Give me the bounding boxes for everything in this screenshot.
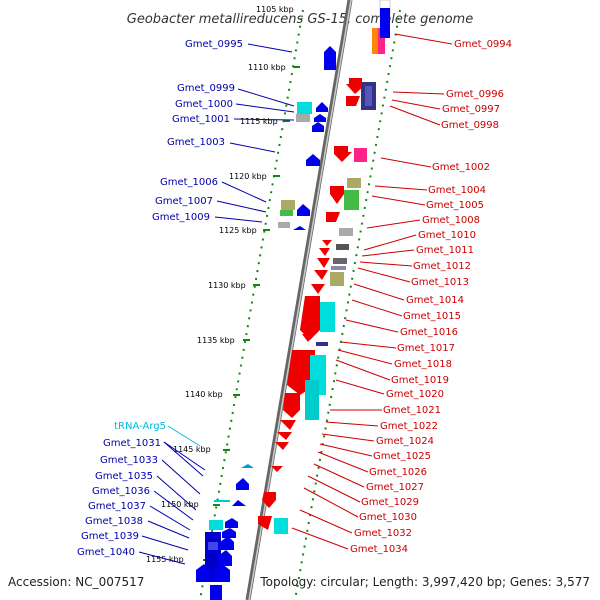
tick-label: 1150 kbp [161, 500, 199, 509]
gene-label[interactable]: Gmet_1001 [172, 114, 230, 125]
gene-label[interactable]: Gmet_1036 [92, 486, 150, 497]
tick-label: 1105 kbp [256, 5, 294, 14]
gene-label[interactable]: Gmet_0997 [442, 104, 500, 115]
tick-label: 1135 kbp [197, 336, 235, 345]
gene-label[interactable]: Gmet_1017 [397, 343, 455, 354]
gene-label[interactable]: Gmet_1026 [369, 467, 427, 478]
gene-label[interactable]: Gmet_1007 [155, 196, 213, 207]
gene-label[interactable]: Gmet_1033 [100, 455, 158, 466]
gene-label[interactable]: Gmet_1032 [354, 528, 412, 539]
gene-label[interactable]: Gmet_1002 [432, 162, 490, 173]
gene-label[interactable]: Gmet_1019 [391, 375, 449, 386]
gene-label[interactable]: Gmet_1016 [400, 327, 458, 338]
left-connectors [138, 43, 295, 565]
right-gene-labels: Gmet_0994 Gmet_0996 Gmet_0997 Gmet_0998 … [350, 39, 512, 555]
gene-label[interactable]: Gmet_1011 [416, 245, 474, 256]
trna-label[interactable]: tRNA-Arg5 [114, 421, 166, 432]
gene-label[interactable]: Gmet_1031 [103, 438, 161, 449]
tick-label: 1140 kbp [185, 390, 223, 399]
gene-label[interactable]: Gmet_1039 [81, 531, 139, 542]
reverse-strand-features [196, 46, 336, 600]
gene-label[interactable]: Gmet_1004 [428, 185, 486, 196]
gene-label[interactable]: Gmet_0998 [441, 120, 499, 131]
gene-label[interactable]: Gmet_0996 [446, 89, 504, 100]
tick-label: 1145 kbp [173, 445, 211, 454]
gene-label[interactable]: Gmet_1014 [406, 295, 464, 306]
gene-label[interactable]: Gmet_1006 [160, 177, 218, 188]
accession-text: Accession: NC_007517 [8, 575, 144, 589]
gene-label[interactable]: Gmet_0999 [177, 83, 235, 94]
gene-label[interactable]: Gmet_1015 [403, 311, 461, 322]
ruler-ticks: 1105 kbp 1110 kbp 1115 kbp 1120 kbp 1125… [146, 5, 300, 564]
gene-label[interactable]: Gmet_1008 [422, 215, 480, 226]
map-title: Geobacter metallireducens GS-15, complet… [127, 12, 473, 27]
topology-text: Topology: circular; Length: 3,997,420 bp… [259, 575, 590, 589]
right-connectors [291, 33, 453, 550]
gene-label[interactable]: Gmet_1020 [386, 389, 444, 400]
gene-label[interactable]: Gmet_1037 [88, 501, 146, 512]
tick-label: 1155 kbp [146, 555, 184, 564]
gene-label[interactable]: Gmet_1009 [152, 212, 210, 223]
gene-label[interactable]: Gmet_1013 [411, 277, 469, 288]
gene-label[interactable]: Gmet_1034 [350, 544, 408, 555]
gene-label[interactable]: Gmet_0995 [185, 39, 243, 50]
gene-label[interactable]: Gmet_1040 [77, 547, 135, 558]
tick-label: 1120 kbp [229, 172, 267, 181]
tick-label: 1130 kbp [208, 281, 246, 290]
gene-label[interactable]: Gmet_1030 [359, 512, 417, 523]
tick-label: 1110 kbp [248, 63, 286, 72]
trna-connector [167, 425, 201, 447]
tick-label: 1115 kbp [240, 117, 278, 126]
gene-label[interactable]: Gmet_1000 [175, 99, 233, 110]
gene-label[interactable]: Gmet_1027 [366, 482, 424, 493]
gene-label[interactable]: Gmet_1005 [426, 200, 484, 211]
gene-label[interactable]: Gmet_1029 [361, 497, 419, 508]
gene-label[interactable]: Gmet_1018 [394, 359, 452, 370]
forward-strand-features [258, 0, 391, 534]
gene-label[interactable]: Gmet_1010 [418, 230, 476, 241]
gene-label[interactable]: Gmet_1035 [95, 471, 153, 482]
gene-label[interactable]: Gmet_0994 [454, 39, 512, 50]
gene-label[interactable]: Gmet_1025 [373, 451, 431, 462]
tick-label: 1125 kbp [219, 226, 257, 235]
gene-label[interactable]: Gmet_1038 [85, 516, 143, 527]
gene-label[interactable]: Gmet_1024 [376, 436, 434, 447]
genome-backbone [245, 0, 353, 600]
gene-label[interactable]: Gmet_1012 [413, 261, 471, 272]
gene-label[interactable]: Gmet_1022 [380, 421, 438, 432]
left-gene-labels: Gmet_0995 Gmet_0999 Gmet_1000 Gmet_1001 … [77, 39, 243, 558]
gene-label[interactable]: Gmet_1021 [383, 405, 441, 416]
gene-label[interactable]: Gmet_1003 [167, 137, 225, 148]
